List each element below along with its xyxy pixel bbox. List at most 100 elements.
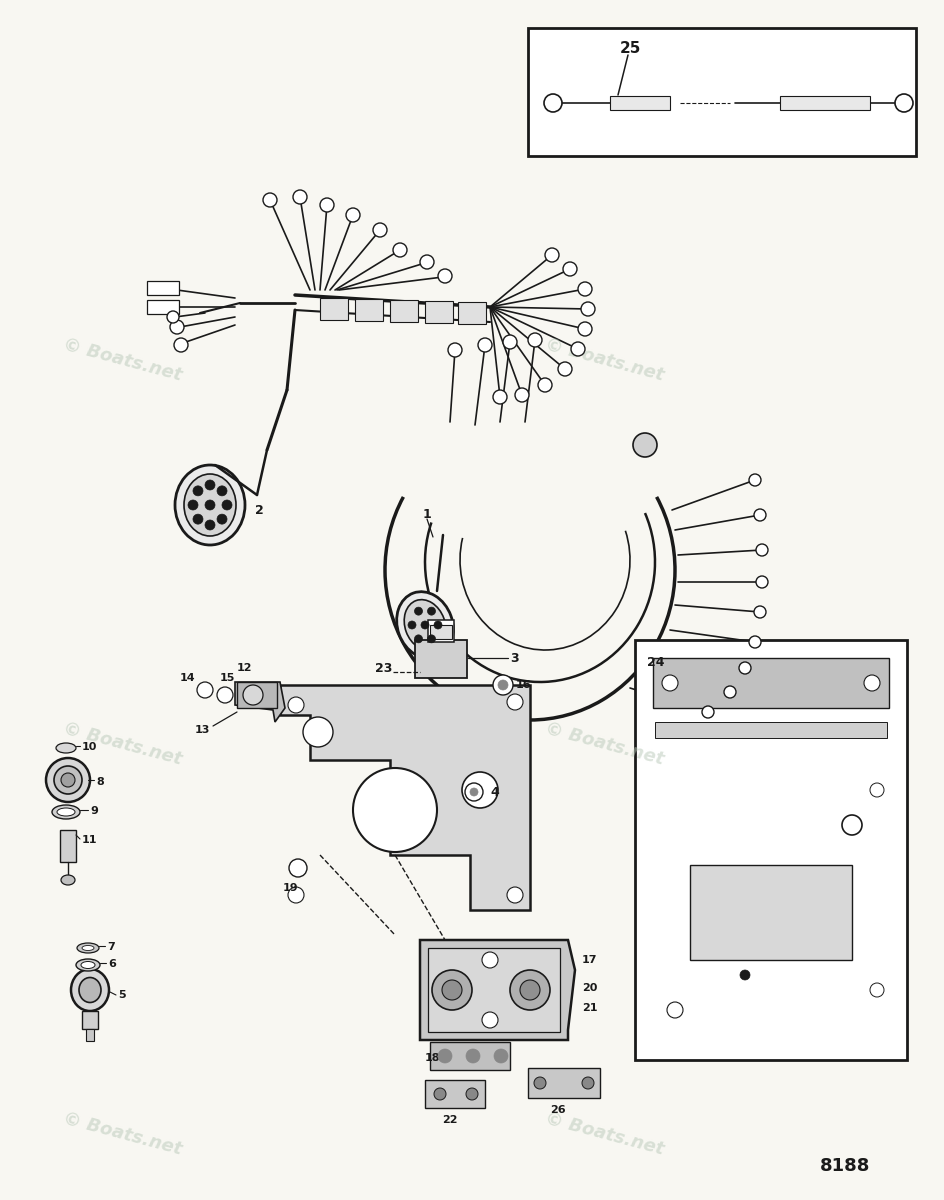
Polygon shape [235, 682, 285, 722]
Circle shape [408, 622, 415, 629]
Ellipse shape [396, 592, 453, 659]
Polygon shape [419, 940, 574, 1040]
Circle shape [427, 635, 435, 643]
Bar [779, 96, 869, 110]
Text: © Boats.net: © Boats.net [61, 336, 184, 384]
Circle shape [419, 254, 433, 269]
Circle shape [346, 208, 360, 222]
Ellipse shape [404, 600, 446, 650]
Text: 10: 10 [82, 742, 97, 752]
Bar [320, 298, 347, 320]
Text: 2: 2 [255, 504, 263, 516]
Circle shape [431, 970, 471, 1010]
Bar [458, 302, 485, 324]
Circle shape [497, 680, 508, 690]
Circle shape [465, 1088, 478, 1100]
Bar [147, 281, 178, 295]
Circle shape [205, 520, 215, 530]
Circle shape [841, 815, 861, 835]
Text: © Boats.net: © Boats.net [543, 336, 666, 384]
Polygon shape [279, 685, 530, 910]
Ellipse shape [52, 805, 80, 818]
Circle shape [701, 706, 714, 718]
Text: © Boats.net: © Boats.net [61, 720, 184, 768]
Text: 11: 11 [82, 835, 97, 845]
Bar [86, 1028, 93, 1040]
Circle shape [462, 772, 497, 808]
Circle shape [557, 362, 571, 376]
Circle shape [414, 635, 422, 643]
Circle shape [493, 674, 513, 695]
Circle shape [545, 248, 559, 262]
Circle shape [442, 980, 462, 1000]
Circle shape [507, 887, 522, 902]
Circle shape [303, 716, 332, 746]
Circle shape [869, 983, 883, 997]
Text: 4: 4 [490, 786, 498, 798]
Circle shape [437, 269, 451, 283]
Circle shape [869, 782, 883, 797]
Ellipse shape [61, 773, 75, 787]
Circle shape [519, 980, 539, 1000]
Bar [528, 1068, 599, 1098]
Circle shape [288, 697, 304, 713]
Circle shape [563, 262, 577, 276]
Bar [82, 1010, 98, 1028]
Bar [428, 620, 453, 642]
Circle shape [427, 607, 435, 616]
Circle shape [666, 1002, 683, 1018]
Circle shape [582, 1076, 594, 1088]
Circle shape [293, 190, 307, 204]
Ellipse shape [61, 875, 75, 884]
Text: © Boats.net: © Boats.net [543, 720, 666, 768]
Circle shape [217, 686, 233, 703]
Circle shape [414, 607, 422, 616]
Circle shape [632, 433, 656, 457]
Circle shape [193, 486, 203, 496]
Circle shape [863, 674, 879, 691]
Circle shape [514, 388, 529, 402]
Ellipse shape [71, 968, 109, 1010]
Ellipse shape [175, 464, 244, 545]
Text: 17: 17 [582, 955, 597, 965]
Circle shape [723, 686, 735, 698]
Circle shape [433, 1088, 446, 1100]
Circle shape [507, 694, 522, 710]
Ellipse shape [57, 808, 75, 816]
Text: 9: 9 [90, 806, 98, 816]
Circle shape [662, 674, 677, 691]
Bar [652, 658, 888, 708]
Bar [390, 300, 417, 322]
Circle shape [749, 636, 760, 648]
Circle shape [421, 622, 429, 629]
Circle shape [447, 343, 462, 358]
Text: 14: 14 [179, 673, 195, 683]
Text: 19: 19 [282, 883, 298, 893]
Ellipse shape [76, 959, 100, 971]
Circle shape [373, 223, 387, 238]
Bar [147, 300, 178, 314]
Bar [59, 830, 76, 862]
Ellipse shape [46, 758, 90, 802]
Text: 21: 21 [582, 1003, 597, 1013]
Bar [355, 299, 382, 322]
Circle shape [481, 1012, 497, 1028]
Text: 12: 12 [237, 662, 252, 673]
Text: 1: 1 [423, 509, 431, 522]
Circle shape [570, 342, 584, 356]
Bar [414, 640, 466, 678]
Circle shape [288, 887, 304, 902]
Ellipse shape [56, 743, 76, 754]
Text: 5: 5 [118, 990, 126, 1000]
Text: 25: 25 [619, 41, 641, 55]
Circle shape [188, 500, 198, 510]
Ellipse shape [79, 978, 101, 1002]
Circle shape [243, 685, 262, 704]
Circle shape [481, 952, 497, 968]
Text: 7: 7 [107, 942, 114, 952]
Circle shape [753, 606, 766, 618]
Circle shape [753, 509, 766, 521]
Ellipse shape [54, 766, 82, 794]
Circle shape [502, 335, 516, 349]
Circle shape [755, 544, 767, 556]
